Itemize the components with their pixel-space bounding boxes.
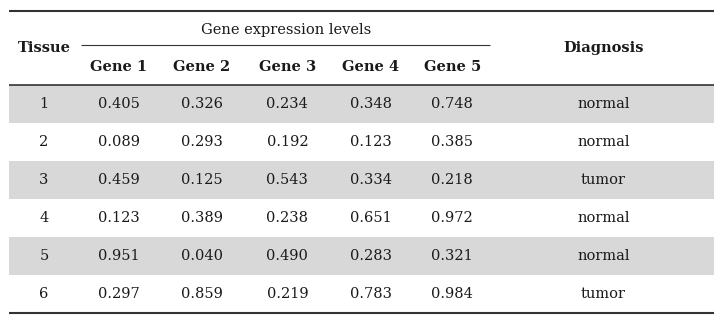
Text: 0.218: 0.218 <box>432 173 473 187</box>
Text: 0.783: 0.783 <box>350 287 392 301</box>
Text: 6: 6 <box>39 287 48 301</box>
Text: Gene 1: Gene 1 <box>90 60 147 74</box>
Text: 0.651: 0.651 <box>350 211 392 225</box>
Text: 0.543: 0.543 <box>266 173 308 187</box>
Bar <box>9 275 714 313</box>
Text: 3: 3 <box>39 173 48 187</box>
Text: 0.123: 0.123 <box>98 211 140 225</box>
Text: 0.972: 0.972 <box>432 211 473 225</box>
Bar <box>9 123 714 161</box>
Text: 0.385: 0.385 <box>431 135 474 149</box>
Text: 0.405: 0.405 <box>98 97 140 111</box>
Text: 0.334: 0.334 <box>350 173 392 187</box>
Text: 0.389: 0.389 <box>181 211 223 225</box>
Text: normal: normal <box>577 211 630 225</box>
Bar <box>9 161 714 199</box>
Text: 0.326: 0.326 <box>181 97 223 111</box>
Text: tumor: tumor <box>581 287 626 301</box>
Text: 0.125: 0.125 <box>181 173 223 187</box>
Text: 0.293: 0.293 <box>181 135 223 149</box>
Text: 0.283: 0.283 <box>350 249 392 263</box>
Text: normal: normal <box>577 135 630 149</box>
Text: normal: normal <box>577 249 630 263</box>
Text: 0.859: 0.859 <box>181 287 223 301</box>
Text: Gene 4: Gene 4 <box>342 60 399 74</box>
Text: 5: 5 <box>39 249 48 263</box>
Text: 0.040: 0.040 <box>181 249 223 263</box>
Text: 0.348: 0.348 <box>350 97 392 111</box>
Text: 0.192: 0.192 <box>267 135 308 149</box>
Text: 0.951: 0.951 <box>98 249 140 263</box>
Text: 0.459: 0.459 <box>98 173 140 187</box>
Text: 1: 1 <box>39 97 48 111</box>
Text: 0.984: 0.984 <box>432 287 473 301</box>
Text: 0.234: 0.234 <box>266 97 308 111</box>
Text: normal: normal <box>577 97 630 111</box>
Bar <box>9 199 714 237</box>
Text: tumor: tumor <box>581 173 626 187</box>
Text: Gene 5: Gene 5 <box>424 60 481 74</box>
Text: 0.219: 0.219 <box>267 287 308 301</box>
Text: 4: 4 <box>39 211 48 225</box>
Text: 0.123: 0.123 <box>350 135 392 149</box>
Text: 0.490: 0.490 <box>266 249 308 263</box>
Text: Gene 3: Gene 3 <box>259 60 316 74</box>
Bar <box>9 85 714 123</box>
Text: 2: 2 <box>39 135 48 149</box>
Text: Diagnosis: Diagnosis <box>563 41 643 55</box>
Text: Tissue: Tissue <box>17 41 70 55</box>
Text: 0.238: 0.238 <box>266 211 308 225</box>
Text: 0.748: 0.748 <box>432 97 473 111</box>
Text: 0.297: 0.297 <box>98 287 140 301</box>
Bar <box>9 237 714 275</box>
Text: Gene expression levels: Gene expression levels <box>201 23 371 37</box>
Text: 0.321: 0.321 <box>432 249 473 263</box>
Text: 0.089: 0.089 <box>98 135 140 149</box>
Text: Gene 2: Gene 2 <box>173 60 230 74</box>
